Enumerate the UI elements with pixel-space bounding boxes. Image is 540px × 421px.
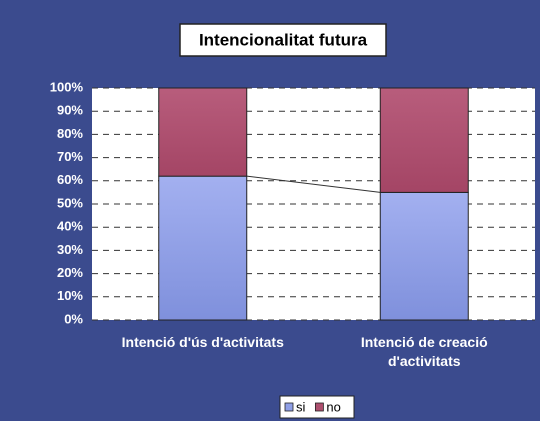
y-tick-label: 90% [57,103,83,118]
x-tick-label: Intenció d'ús d'activitats [121,334,284,350]
bar-segment [158,175,248,321]
legend-swatch [284,402,294,412]
x-tick-label: Intenció de creació d'activitats [360,334,488,369]
y-tick-label: 50% [57,195,83,210]
bar-segment [379,191,469,321]
y-tick-label: 0% [64,311,83,326]
y-tick-label: 10% [57,288,83,303]
legend-label: no [326,399,340,414]
y-tick-label: 60% [57,172,83,187]
legend-label: si [296,399,306,414]
series-line [246,175,381,193]
y-tick-label: 70% [57,149,83,164]
y-tick-label: 20% [57,265,83,280]
bar-segment [379,87,469,193]
chart-title: Intencionalitat futura [199,30,368,49]
y-tick-label: 40% [57,219,83,234]
y-tick-label: 100% [50,79,84,94]
title-box [179,23,387,57]
y-tick-label: 30% [57,242,83,257]
legend-swatch [314,402,324,412]
y-tick-label: 80% [57,126,83,141]
bar-segment [158,87,248,177]
